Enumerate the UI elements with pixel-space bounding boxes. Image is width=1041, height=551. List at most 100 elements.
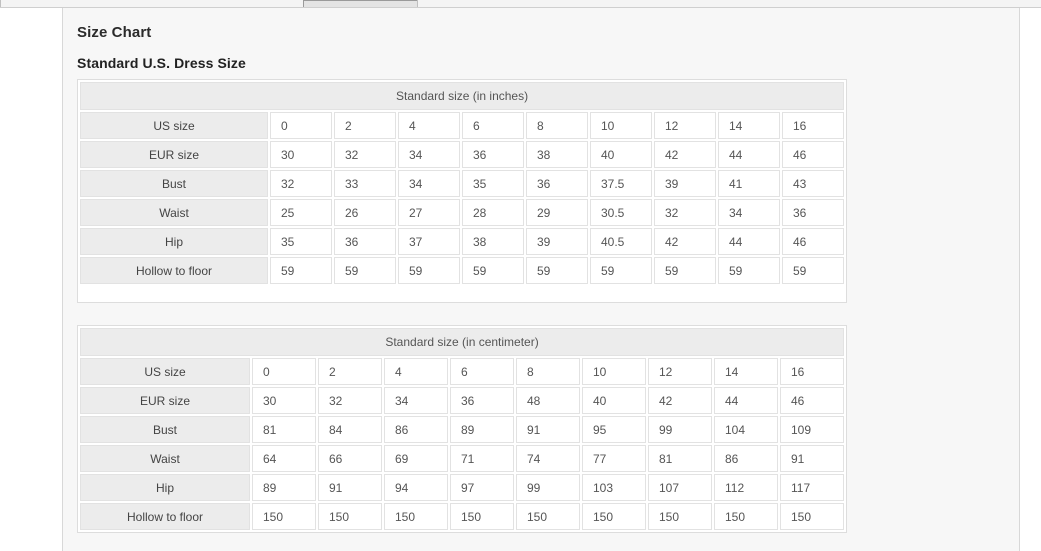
table-caption: Standard size (in centimeter) — [80, 328, 845, 356]
row-label: US size — [80, 112, 268, 139]
row-value: 59 — [718, 257, 780, 284]
tab-right-partial[interactable] — [417, 0, 1041, 7]
row-value: 36 — [450, 387, 514, 414]
row-value: 81 — [252, 416, 316, 443]
row-value: 71 — [450, 445, 514, 472]
row-value: 40.5 — [590, 228, 652, 255]
row-value: 37 — [398, 228, 460, 255]
row-label: Waist — [80, 199, 268, 226]
row-value: 16 — [782, 112, 845, 139]
tab-left-partial[interactable] — [0, 0, 307, 7]
row-value: 39 — [526, 228, 588, 255]
row-value: 48 — [516, 387, 580, 414]
row-value: 46 — [780, 387, 845, 414]
row-label: Hip — [80, 228, 268, 255]
row-value: 32 — [318, 387, 382, 414]
row-value: 30 — [270, 141, 332, 168]
row-value: 59 — [526, 257, 588, 284]
row-label: US size — [80, 358, 250, 385]
row-value: 37.5 — [590, 170, 652, 197]
row-value: 112 — [714, 474, 778, 501]
row-value: 103 — [582, 474, 646, 501]
row-value: 34 — [384, 387, 448, 414]
row-label: Bust — [80, 170, 268, 197]
row-value: 36 — [462, 141, 524, 168]
row-value: 41 — [718, 170, 780, 197]
row-value: 36 — [526, 170, 588, 197]
row-label: Hip — [80, 474, 250, 501]
row-value: 40 — [582, 387, 646, 414]
row-value: 94 — [384, 474, 448, 501]
row-value: 30.5 — [590, 199, 652, 226]
row-value: 34 — [398, 141, 460, 168]
row-value: 6 — [450, 358, 514, 385]
row-value: 14 — [718, 112, 780, 139]
row-value: 91 — [516, 416, 580, 443]
table-row: Waist 64 66 69 71 74 77 81 86 91 — [80, 445, 845, 472]
row-value: 109 — [780, 416, 845, 443]
row-value: 0 — [270, 112, 332, 139]
page-content-frame: Size Chart Standard U.S. Dress Size Stan… — [62, 8, 1020, 551]
row-value: 42 — [648, 387, 712, 414]
row-value: 77 — [582, 445, 646, 472]
row-value: 150 — [714, 503, 778, 530]
row-value: 8 — [526, 112, 588, 139]
row-value: 42 — [654, 228, 716, 255]
row-value: 150 — [648, 503, 712, 530]
table-row: US size 0 2 4 6 8 10 12 14 16 — [80, 358, 845, 385]
row-value: 89 — [252, 474, 316, 501]
row-value: 84 — [318, 416, 382, 443]
inches-table: Standard size (in inches) US size 0 2 4 6 8 10 1… — [77, 79, 848, 303]
row-value: 150 — [582, 503, 646, 530]
row-value: 44 — [718, 228, 780, 255]
row-value: 26 — [334, 199, 396, 226]
row-value: 36 — [782, 199, 845, 226]
row-value: 117 — [780, 474, 845, 501]
tab-active-partial[interactable] — [303, 0, 420, 7]
row-value: 44 — [718, 141, 780, 168]
table-spacer-cell — [80, 286, 845, 300]
row-value: 29 — [526, 199, 588, 226]
table-row: EUR size 30 32 34 36 48 40 42 44 46 — [80, 387, 845, 414]
row-value: 46 — [782, 228, 845, 255]
row-value: 33 — [334, 170, 396, 197]
row-value: 14 — [714, 358, 778, 385]
row-value: 66 — [318, 445, 382, 472]
row-value: 59 — [334, 257, 396, 284]
row-value: 150 — [780, 503, 845, 530]
table-row: Bust 81 84 86 89 91 95 99 104 109 — [80, 416, 845, 443]
row-value: 36 — [334, 228, 396, 255]
table-row: Waist 25 26 27 28 29 30.5 32 34 36 — [80, 199, 845, 226]
row-value: 86 — [714, 445, 778, 472]
row-value: 89 — [450, 416, 514, 443]
table-row: US size 0 2 4 6 8 10 12 14 16 — [80, 112, 845, 139]
row-value: 2 — [334, 112, 396, 139]
row-value: 34 — [718, 199, 780, 226]
row-value: 104 — [714, 416, 778, 443]
row-value: 95 — [582, 416, 646, 443]
table-row: Bust 32 33 34 35 36 37.5 39 41 43 — [80, 170, 845, 197]
row-value: 46 — [782, 141, 845, 168]
row-value: 74 — [516, 445, 580, 472]
row-value: 43 — [782, 170, 845, 197]
row-value: 10 — [590, 112, 652, 139]
row-value: 10 — [582, 358, 646, 385]
row-value: 28 — [462, 199, 524, 226]
row-value: 64 — [252, 445, 316, 472]
row-value: 35 — [270, 228, 332, 255]
row-value: 38 — [526, 141, 588, 168]
centimeter-table: Standard size (in centimeter) US size 0 2 4 6… — [77, 325, 848, 533]
row-value: 59 — [654, 257, 716, 284]
table-row: Hollow to floor 59 59 59 59 59 59 59 59 59 — [80, 257, 845, 284]
page-title: Size Chart — [77, 24, 152, 41]
row-label: Hollow to floor — [80, 503, 250, 530]
row-value: 150 — [252, 503, 316, 530]
row-value: 38 — [462, 228, 524, 255]
row-value: 91 — [318, 474, 382, 501]
row-value: 40 — [590, 141, 652, 168]
row-value: 150 — [384, 503, 448, 530]
row-value: 44 — [714, 387, 778, 414]
row-value: 27 — [398, 199, 460, 226]
row-label: Bust — [80, 416, 250, 443]
row-value: 150 — [450, 503, 514, 530]
